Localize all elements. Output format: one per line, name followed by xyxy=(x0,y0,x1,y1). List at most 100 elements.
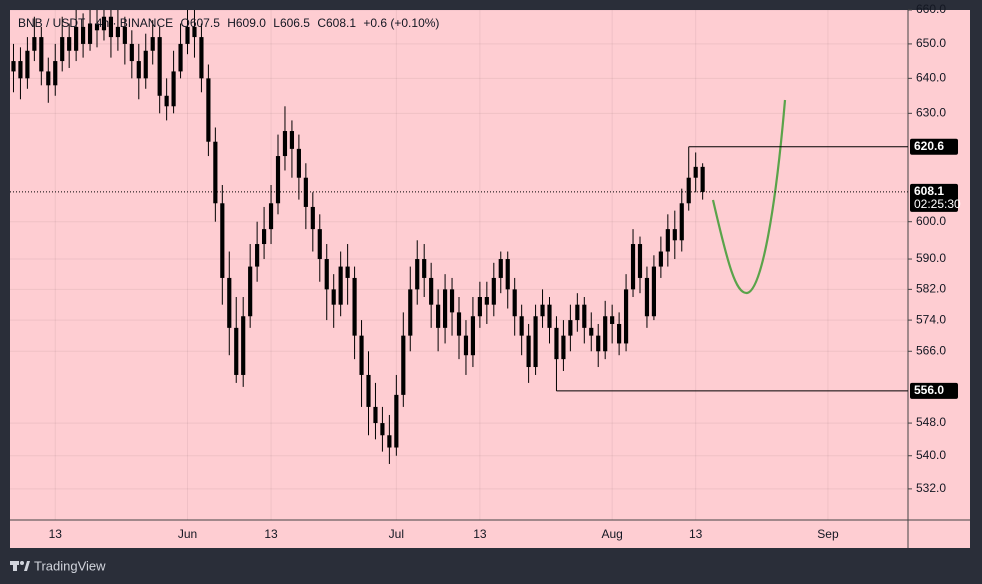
x-tick-label: Aug xyxy=(601,527,622,541)
candle-body xyxy=(610,316,615,324)
candle-body xyxy=(171,71,176,107)
y-tick-label: 650.0 xyxy=(916,36,946,50)
candle-body xyxy=(324,259,329,290)
stat: C608.1 xyxy=(317,16,356,30)
candle-body xyxy=(206,78,211,142)
candle-body xyxy=(387,435,392,448)
last-price-label-box xyxy=(910,183,958,212)
candle-body xyxy=(150,37,155,51)
candle-body xyxy=(568,320,573,336)
candle-body xyxy=(32,37,37,51)
candle-body xyxy=(136,61,141,79)
stat: +0.6 (+0.10%) xyxy=(363,16,439,30)
brand-logo xyxy=(10,561,30,571)
candle-body xyxy=(401,335,406,395)
candle-body xyxy=(429,277,434,305)
candle-body xyxy=(617,323,622,344)
y-tick-label: 600.0 xyxy=(916,214,946,228)
candle-body xyxy=(178,43,183,72)
candle-body xyxy=(94,23,100,31)
candle-body xyxy=(81,26,86,44)
x-tick-label: Jun xyxy=(178,527,197,541)
candle-body xyxy=(39,37,44,72)
candle-body xyxy=(651,266,657,317)
candle-body xyxy=(484,297,489,305)
candle-body xyxy=(505,259,510,290)
candle-body xyxy=(345,266,350,278)
candle-body xyxy=(331,289,336,305)
candle-body xyxy=(303,177,308,207)
candle-body xyxy=(101,16,107,31)
candle-body xyxy=(296,148,301,178)
candle-body xyxy=(630,244,636,290)
y-tick-label: 660.0 xyxy=(916,2,946,16)
candle-body xyxy=(60,37,65,62)
candle-body xyxy=(415,259,420,290)
candle-body xyxy=(25,50,30,79)
candle-body xyxy=(408,289,413,336)
candle-body xyxy=(512,289,517,317)
candle-body xyxy=(352,277,357,336)
x-tick-label: Sep xyxy=(817,527,839,541)
candle-body xyxy=(644,277,650,317)
candle-body xyxy=(533,316,538,368)
level-label: 620.6 xyxy=(914,139,944,153)
last-price-label-countdown: 02:25:30 xyxy=(914,197,961,211)
x-tick-label: 13 xyxy=(689,527,703,541)
candle-body xyxy=(115,26,120,38)
candle-body xyxy=(234,327,239,375)
level-label-box xyxy=(910,138,958,155)
candle-body xyxy=(192,26,197,38)
plot-area xyxy=(10,10,908,520)
x-tick-label: Jul xyxy=(389,527,404,541)
projection-curve xyxy=(711,99,787,295)
candle-body xyxy=(449,289,455,313)
candle-body xyxy=(603,316,608,352)
series xyxy=(10,10,908,520)
candle-body xyxy=(526,335,531,368)
y-tick-label: 630.0 xyxy=(916,106,946,120)
candle-body xyxy=(143,50,148,79)
brand-name: TradingView xyxy=(34,558,106,573)
candle-body xyxy=(436,304,441,328)
candle-body xyxy=(122,26,127,44)
y-tick-label: 574.0 xyxy=(916,312,946,326)
candle-body xyxy=(380,423,385,436)
candle-body xyxy=(11,61,16,72)
candle-body xyxy=(282,131,288,157)
candle-body xyxy=(665,229,670,252)
candle-body xyxy=(686,177,691,204)
x-tick-label: 13 xyxy=(264,527,278,541)
symbol: BNB / USDT · 4h · BINANCE xyxy=(18,16,173,30)
candle-body xyxy=(470,316,476,356)
candle-body xyxy=(338,266,343,305)
candle-body xyxy=(310,206,315,230)
candle-body xyxy=(547,304,552,328)
candle-body xyxy=(268,203,274,230)
candle-body xyxy=(637,244,643,278)
candle-body xyxy=(18,61,23,79)
candle-body xyxy=(157,37,162,96)
candle-body xyxy=(373,406,378,424)
candle-body xyxy=(394,394,399,448)
candle-body xyxy=(589,327,594,336)
stat: H609.0 xyxy=(227,16,266,30)
candle-body xyxy=(700,166,705,192)
y-tick-label: 540.0 xyxy=(916,448,946,462)
candle-body xyxy=(199,37,204,79)
y-tick-label: 566.0 xyxy=(916,343,946,357)
candle-body xyxy=(498,259,503,278)
candle-body xyxy=(241,316,246,375)
candle-body xyxy=(442,289,448,328)
candle-body xyxy=(582,304,587,328)
chart-pane xyxy=(10,10,970,548)
candle-body xyxy=(491,277,496,305)
candle-body xyxy=(87,23,93,44)
y-tick-label: 640.0 xyxy=(916,71,946,85)
candle-body xyxy=(463,335,469,356)
y-tick-label: 590.0 xyxy=(916,251,946,265)
candle-body xyxy=(623,289,629,344)
candle-body xyxy=(519,316,524,336)
candle-body xyxy=(289,131,295,149)
